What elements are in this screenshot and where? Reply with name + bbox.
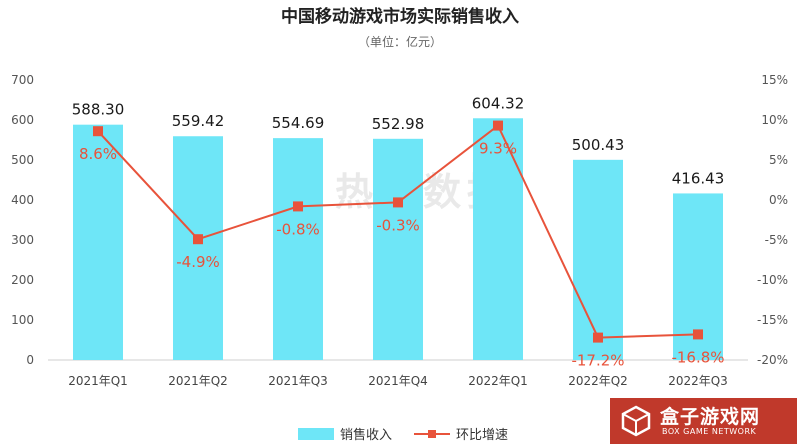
chart-subtitle: （单位：亿元） bbox=[358, 34, 442, 49]
line-series bbox=[93, 120, 703, 343]
right-tick-label: 0% bbox=[769, 193, 788, 207]
left-tick-label: 0 bbox=[26, 353, 34, 367]
line-value-label: -0.8% bbox=[276, 220, 320, 238]
line-value-label: -16.8% bbox=[671, 348, 724, 366]
bar bbox=[373, 138, 423, 360]
right-tick-label: 10% bbox=[761, 113, 788, 127]
line-value-label: -17.2% bbox=[571, 352, 624, 370]
bar bbox=[473, 118, 523, 360]
bar-value-label: 554.69 bbox=[272, 114, 325, 132]
line-value-label: -4.9% bbox=[176, 253, 220, 271]
legend: 销售收入 环比增速 bbox=[298, 427, 508, 443]
line-value-label: 8.6% bbox=[79, 145, 117, 163]
legend-label-line: 环比增速 bbox=[456, 428, 508, 443]
line-value-label: -0.3% bbox=[376, 216, 420, 234]
box-logo-icon bbox=[621, 405, 651, 437]
line-point bbox=[193, 234, 203, 245]
line-value-label: 9.3% bbox=[479, 140, 517, 158]
left-tick-label: 500 bbox=[11, 153, 34, 167]
bar bbox=[573, 159, 623, 360]
left-axis: 0 100 200 300 400 500 600 700 bbox=[11, 73, 34, 367]
bar-series bbox=[73, 118, 723, 361]
line-point bbox=[393, 197, 403, 208]
line-point bbox=[693, 329, 703, 340]
bar-value-label: 500.43 bbox=[572, 136, 625, 154]
x-tick-label: 2022年Q3 bbox=[668, 374, 728, 388]
right-tick-label: 5% bbox=[769, 153, 788, 167]
right-tick-label: -15% bbox=[757, 313, 788, 327]
x-tick-label: 2022年Q2 bbox=[568, 374, 628, 388]
bar-labels: 588.30 559.42 554.69 552.98 604.32 500.43 416.… bbox=[72, 94, 725, 187]
left-tick-label: 300 bbox=[11, 233, 34, 247]
line-point bbox=[93, 126, 103, 137]
line-point bbox=[593, 332, 603, 343]
x-tick-label: 2021年Q2 bbox=[168, 374, 228, 388]
x-tick-label: 2021年Q1 bbox=[68, 374, 128, 388]
x-axis: 2021年Q1 2021年Q2 2021年Q3 2021年Q4 2022年Q1 2022年… bbox=[68, 374, 728, 388]
line-labels: 8.6% -4.9% -0.8% -0.3% 9.3% -17.2% -16.8% bbox=[79, 140, 725, 370]
legend-marker bbox=[428, 430, 436, 438]
bar bbox=[273, 138, 323, 360]
site-logo: 盒子游戏网 BOX GAME NETWORK bbox=[610, 398, 797, 444]
chart-title: 中国移动游戏市场实际销售收入 bbox=[281, 6, 519, 27]
left-tick-label: 600 bbox=[11, 113, 34, 127]
left-tick-label: 700 bbox=[11, 73, 34, 87]
logo-subtext: BOX GAME NETWORK bbox=[662, 427, 757, 436]
line-point bbox=[293, 201, 303, 212]
right-axis: -20% -15% -10% -5% 0% 5% 10% 15% bbox=[757, 73, 788, 367]
bar-value-label: 604.32 bbox=[472, 94, 525, 112]
bar bbox=[73, 124, 123, 361]
legend-swatch-bar bbox=[298, 428, 334, 440]
right-tick-label: -10% bbox=[757, 273, 788, 287]
left-tick-label: 400 bbox=[11, 193, 34, 207]
left-tick-label: 100 bbox=[11, 313, 34, 327]
x-tick-label: 2021年Q4 bbox=[368, 374, 428, 388]
right-tick-label: 15% bbox=[761, 73, 788, 87]
x-tick-label: 2022年Q1 bbox=[468, 374, 528, 388]
legend-label-bar: 销售收入 bbox=[340, 427, 392, 443]
bar bbox=[173, 136, 223, 360]
bar-value-label: 588.30 bbox=[72, 101, 125, 119]
left-tick-label: 200 bbox=[11, 273, 34, 287]
logo-text: 盒子游戏网 bbox=[660, 406, 761, 428]
bar-value-label: 552.98 bbox=[372, 115, 425, 133]
x-tick-label: 2021年Q3 bbox=[268, 374, 328, 388]
bar-value-label: 559.42 bbox=[172, 112, 225, 130]
right-tick-label: -20% bbox=[757, 353, 788, 367]
line-point bbox=[493, 120, 503, 131]
right-tick-label: -5% bbox=[765, 233, 788, 247]
bar-value-label: 416.43 bbox=[672, 169, 725, 187]
